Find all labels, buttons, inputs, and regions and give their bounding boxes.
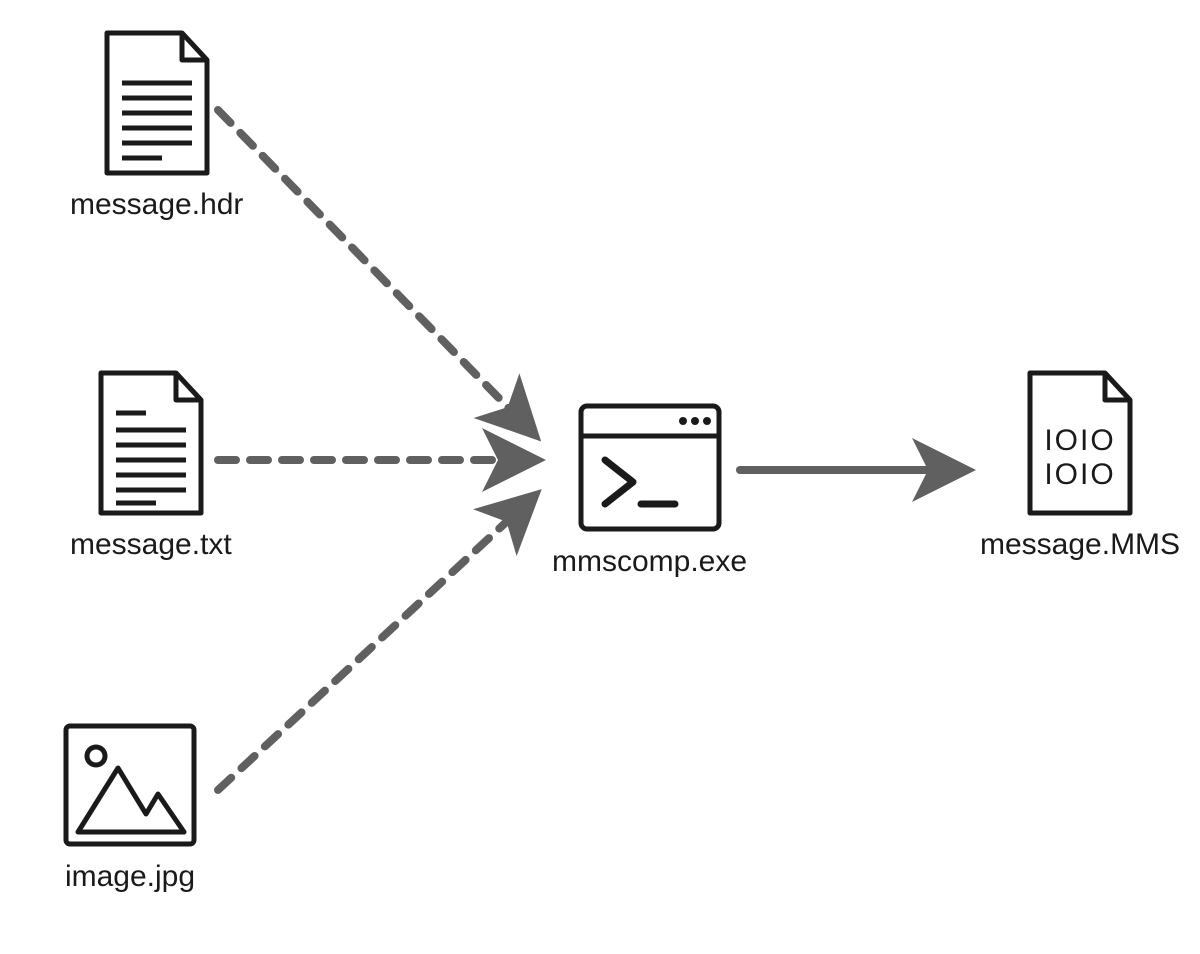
svg-text:IOIO: IOIO	[1044, 458, 1115, 491]
edge-input_img-to-process	[218, 500, 530, 790]
text-file-icon	[97, 28, 217, 178]
diagram-stage: message.hdr message.txt image.jpg	[0, 0, 1200, 954]
text-file-icon	[91, 368, 211, 518]
binary-file-icon: IOIO IOIO	[1020, 368, 1140, 518]
input-file-image-label: image.jpg	[60, 860, 200, 894]
input-file-hdr: message.hdr	[70, 28, 243, 222]
edge-input_hdr-to-process	[218, 110, 530, 430]
output-file-mms-label: message.MMS	[980, 528, 1180, 562]
input-file-txt: message.txt	[70, 368, 232, 562]
svg-text:IOIO: IOIO	[1044, 424, 1115, 457]
image-file-icon	[60, 720, 200, 850]
input-file-image: image.jpg	[60, 720, 200, 894]
input-file-txt-label: message.txt	[70, 528, 232, 562]
terminal-icon	[575, 400, 725, 535]
output-file-mms: IOIO IOIO message.MMS	[980, 368, 1180, 562]
input-file-hdr-label: message.hdr	[70, 188, 243, 222]
process-executable-label: mmscomp.exe	[552, 545, 747, 579]
process-executable: mmscomp.exe	[552, 400, 747, 579]
